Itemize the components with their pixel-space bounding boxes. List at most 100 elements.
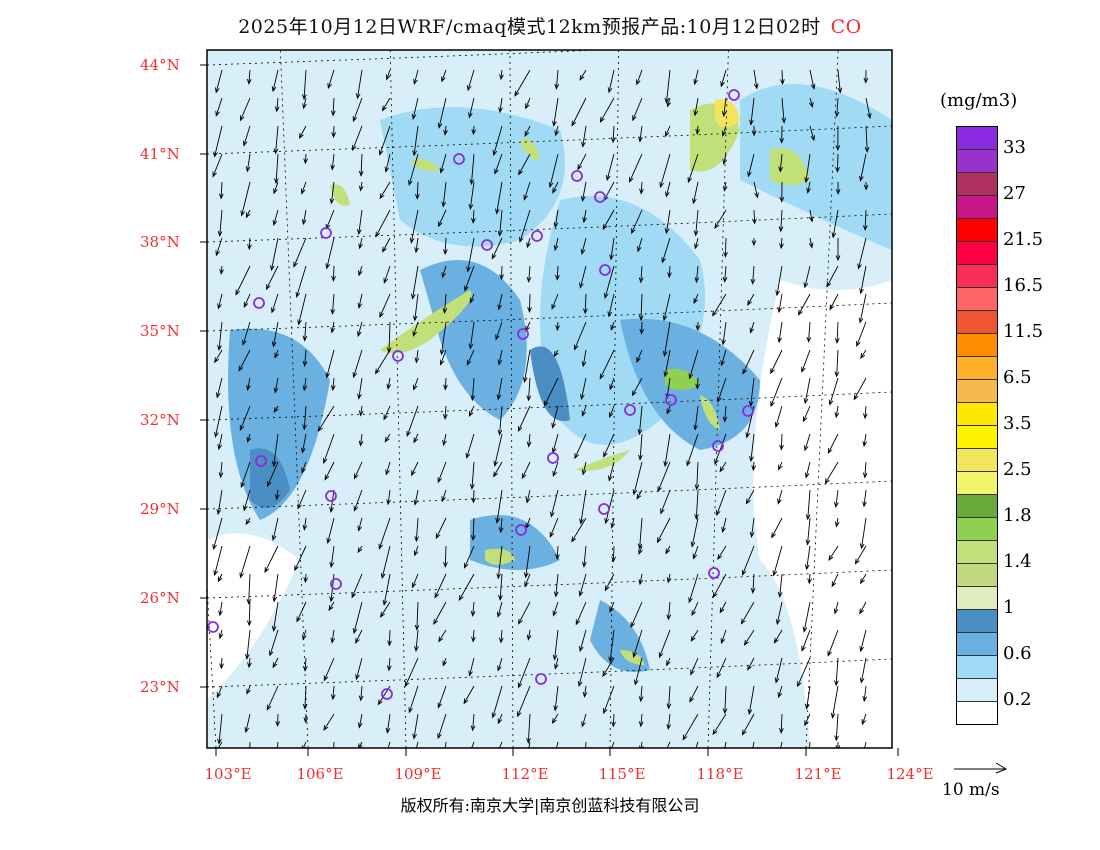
wind-arrow: [611, 741, 615, 748]
wind-arrow: [523, 545, 531, 579]
wind-arrow: [555, 321, 561, 332]
city-station-marker: [708, 567, 720, 579]
wind-arrow: [830, 685, 839, 719]
wind-arrow: [272, 209, 279, 227]
wind-arrow: [602, 657, 615, 678]
wind-arrow: [716, 489, 727, 517]
wind-arrow: [666, 685, 672, 710]
wind-arrow: [660, 489, 671, 515]
wind-arrow: [834, 489, 839, 508]
wind-arrow: [824, 461, 839, 485]
wind-arrow: [631, 209, 643, 235]
wind-arrow: [243, 293, 251, 308]
wind-arrow: [717, 377, 727, 403]
wind-arrow: [574, 433, 587, 460]
wind-arrow: [498, 517, 504, 534]
wind-arrow: [580, 237, 587, 256]
wind-arrow: [378, 125, 391, 156]
wind-arrow: [580, 377, 587, 401]
wind-arrow: [374, 349, 391, 375]
wind-arrow: [408, 153, 419, 187]
wind-arrow: [412, 293, 419, 322]
wind-arrow: [632, 97, 643, 122]
wind-arrow: [217, 321, 223, 352]
wind-arrow: [439, 153, 447, 174]
wind-arrow: [385, 713, 391, 734]
wind-arrow: [856, 321, 867, 348]
wind-arrow: [860, 573, 867, 585]
wind-arrow: [862, 489, 867, 508]
wind-arrow: [865, 97, 872, 120]
wind-arrow: [493, 461, 503, 478]
wind-arrow: [330, 153, 336, 171]
wind-arrow: [326, 517, 335, 544]
wind-arrow: [464, 545, 475, 569]
wind-arrow: [658, 629, 671, 659]
city-station-marker: [255, 455, 267, 467]
wind-arrow: [271, 321, 279, 348]
wind-arrow: [831, 209, 839, 239]
wind-arrow: [217, 713, 223, 745]
wind-arrow: [630, 601, 643, 629]
wind-arrow: [441, 69, 447, 83]
wind-arrow: [551, 405, 559, 429]
wind-arrow: [273, 405, 279, 414]
wind-arrow: [834, 657, 839, 687]
wind-arrow: [695, 741, 699, 748]
wind-arrow: [408, 685, 419, 714]
wind-arrow: [609, 601, 615, 613]
wind-arrow: [553, 573, 559, 598]
wind-arrow: [803, 377, 811, 405]
wind-arrow: [581, 125, 587, 148]
wind-arrow: [638, 293, 644, 322]
wind-arrow: [835, 237, 841, 262]
wind-arrow: [695, 321, 701, 331]
wind-arrow: [246, 377, 251, 391]
wind-arrow: [693, 209, 699, 237]
wind-arrow: [666, 713, 672, 731]
lat-label: 41°N: [140, 145, 180, 163]
wind-arrow: [355, 629, 363, 644]
wind-arrow: [245, 517, 251, 526]
wind-arrow: [858, 293, 867, 324]
wind-arrow: [491, 237, 503, 260]
city-station-marker: [624, 404, 636, 416]
lat-label: 38°N: [140, 233, 180, 251]
wind-arrow: [854, 545, 867, 565]
wind-arrow: [834, 405, 840, 419]
wind-arrow: [692, 545, 699, 560]
wind-arrow: [217, 209, 223, 237]
wind-arrow: [571, 97, 587, 127]
wind-arrow: [610, 321, 615, 331]
wind-arrow: [330, 629, 336, 644]
wind-arrow: [639, 321, 645, 335]
wind-arrow: [270, 237, 279, 272]
wind-arrow: [442, 433, 447, 447]
wind-arrow: [352, 97, 363, 123]
wind-arrow: [548, 153, 559, 189]
colorbar: [956, 126, 998, 725]
wind-arrow: [808, 209, 814, 223]
wind-arrow: [862, 405, 868, 420]
wind-arrow: [863, 181, 869, 191]
city-station-marker: [531, 230, 543, 242]
city-station-marker: [515, 524, 527, 536]
wind-arrow: [357, 293, 363, 309]
wind-arrow: [409, 209, 419, 244]
wind-arrow: [413, 489, 419, 506]
wind-arrow: [801, 629, 811, 652]
wind-arrow: [215, 69, 223, 94]
wind-arrow: [330, 321, 336, 334]
wind-arrow: [517, 657, 531, 689]
wind-arrow: [579, 265, 587, 289]
colorbar-label: 27: [1003, 183, 1026, 204]
wind-arrow: [239, 405, 251, 432]
city-station-marker: [253, 297, 265, 309]
wind-arrow: [742, 349, 755, 375]
wind-arrow: [526, 377, 532, 402]
wind-arrow: [219, 657, 224, 670]
wind-arrow: [753, 69, 759, 90]
wind-arrow: [385, 69, 391, 81]
wind-arrow: [384, 153, 391, 173]
longitude-gridline: [609, 50, 620, 748]
